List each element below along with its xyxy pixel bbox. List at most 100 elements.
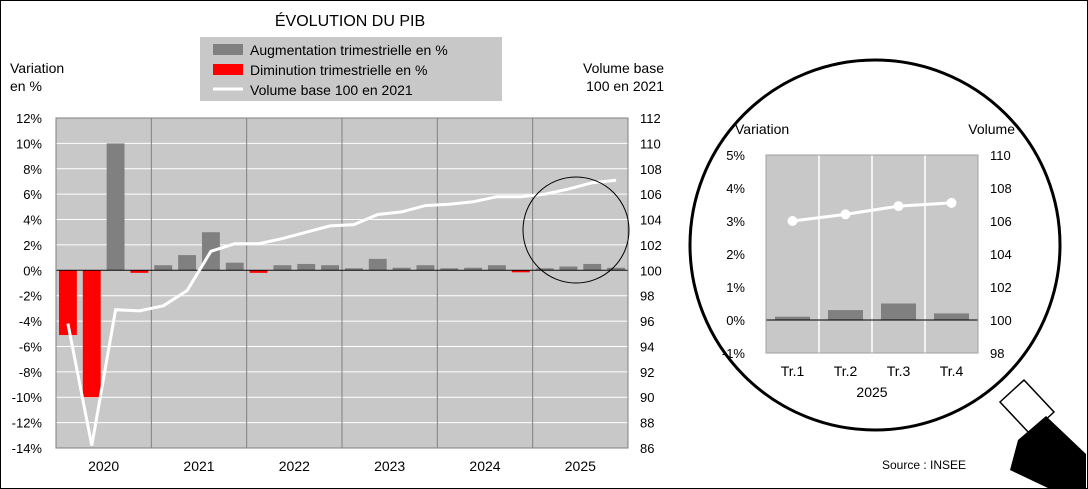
- left-tick-label: 4%: [23, 213, 42, 228]
- left-tick-label: 0%: [23, 263, 42, 278]
- bar-decrease: [511, 270, 530, 273]
- right-tick-label: 108: [640, 162, 662, 177]
- zoom-volume-point: [787, 216, 798, 226]
- left-tick-label: -6%: [19, 339, 43, 354]
- zoom-bars: [775, 303, 969, 320]
- year-label: 2025: [565, 458, 596, 474]
- right-tick-label: 112: [640, 111, 661, 126]
- bar-increase: [321, 265, 340, 271]
- legend-label-increase: Augmentation trimestrielle en %: [250, 42, 448, 58]
- zoom-right-tick-label: 110: [990, 148, 1011, 163]
- legend-label-decrease: Diminution trimestrielle en %: [250, 62, 427, 78]
- zoom-right-tick-label: 98: [990, 346, 1004, 361]
- left-tick-label: -14%: [12, 441, 43, 456]
- bar-increase: [368, 258, 387, 271]
- zoom-volume-point: [946, 197, 957, 208]
- zoom-bar: [934, 313, 969, 320]
- zoom-right-tick-label: 108: [990, 181, 1012, 196]
- right-axis-title-line1: Volume base: [583, 60, 664, 76]
- year-label: 2023: [374, 458, 405, 474]
- zoom-right-tick-label: 102: [990, 280, 1012, 295]
- bar-increase: [440, 268, 459, 271]
- zoom-right-tick-label: 106: [990, 214, 1012, 229]
- zoom-volume-point: [893, 201, 904, 212]
- chart-title: ÉVOLUTION DU PIB: [275, 11, 425, 30]
- zoom-category-labels: Tr.1 Tr.2 Tr.3 Tr.4: [781, 363, 964, 379]
- year-label: 2020: [88, 458, 119, 474]
- bar-increase: [535, 268, 554, 271]
- zoom-right-tick-label: 104: [990, 247, 1012, 262]
- zoom-right-axis-title: Volume: [968, 121, 1015, 137]
- bar-increase: [344, 268, 363, 271]
- zoom-volume-points: [787, 197, 957, 226]
- right-tick-label: 100: [640, 263, 662, 278]
- zoom-category-label: Tr.1: [781, 363, 805, 379]
- zoom-left-axis-title: Variation: [735, 121, 789, 137]
- zoom-left-tick-label: -1%: [722, 346, 746, 361]
- bar-increase: [106, 143, 125, 271]
- plot-border: [55, 117, 629, 449]
- left-tick-label: 8%: [23, 162, 42, 177]
- zoom-category-label: Tr.4: [940, 363, 964, 379]
- right-tick-label: 102: [640, 238, 662, 253]
- highlight-circle: [522, 176, 630, 284]
- legend: Augmentation trimestrielle en % Diminuti…: [200, 37, 502, 101]
- handle-neck: [998, 378, 1056, 436]
- bar-increase: [583, 263, 602, 271]
- zoom-axes: [765, 154, 979, 354]
- volume-line: [66, 178, 617, 446]
- year-label: 2024: [469, 458, 500, 474]
- bar-increase: [225, 262, 244, 271]
- left-axis-title-line1: Variation: [10, 60, 64, 76]
- bar-increase: [297, 263, 316, 271]
- legend-background: [200, 37, 502, 101]
- right-tick-label: 94: [640, 339, 654, 354]
- magnifier-handle: [998, 378, 1086, 489]
- left-tick-label: 2%: [23, 238, 42, 253]
- bar-decrease: [130, 270, 149, 273]
- left-tick-label: 12%: [16, 111, 42, 126]
- right-tick-label: 98: [640, 289, 654, 304]
- zoom-volume-point: [840, 209, 851, 220]
- bar-increase: [464, 267, 483, 271]
- bar-increase: [487, 265, 506, 271]
- bar-increase: [392, 267, 411, 271]
- zoom-left-tick-label: 4%: [726, 181, 745, 196]
- bar-increase: [559, 266, 578, 271]
- left-tick-label: -8%: [19, 365, 43, 380]
- bar-decrease: [58, 270, 77, 336]
- legend-swatch-decrease: [213, 64, 243, 75]
- zoom-category-label: Tr.2: [834, 363, 858, 379]
- right-tick-label: 88: [640, 416, 654, 431]
- right-tick-label: 106: [640, 187, 662, 202]
- zoom-bar: [828, 310, 863, 320]
- year-label: 2021: [183, 458, 214, 474]
- source-note: Source : INSEE: [882, 458, 966, 472]
- right-axis-ticks: 112 110 108 106 104 102 100 98 96 94 92 90 88 86: [640, 111, 662, 456]
- left-tick-label: -12%: [12, 416, 43, 431]
- left-tick-label: -2%: [19, 289, 43, 304]
- legend-label-volume: Volume base 100 en 2021: [250, 82, 413, 98]
- bar-increase: [607, 267, 626, 271]
- right-tick-label: 110: [640, 136, 661, 151]
- right-tick-label: 92: [640, 365, 654, 380]
- left-axis-ticks: 12% 10% 8% 6% 4% 2% 0% -2% -4% -6% -8% -10% -12% -14%: [12, 111, 43, 456]
- zoom-plot-border: [765, 154, 979, 354]
- left-tick-label: -4%: [19, 314, 43, 329]
- zoom-left-axis-ticks: 5% 4% 3% 2% 1% 0% -1%: [722, 148, 746, 361]
- right-tick-label: 86: [640, 441, 654, 456]
- main-axes: [55, 117, 629, 449]
- bar-increase: [273, 265, 292, 271]
- handle-grip: [1010, 416, 1086, 489]
- zoom-volume-line: [792, 201, 952, 223]
- left-tick-label: 10%: [16, 136, 42, 151]
- year-labels: 2020 2021 2022 2023 2024 2025: [88, 458, 596, 474]
- right-tick-label: 90: [640, 390, 654, 405]
- year-label: 2022: [279, 458, 310, 474]
- right-tick-label: 104: [640, 213, 662, 228]
- bar-increase: [154, 265, 173, 271]
- zoom-left-tick-label: 5%: [726, 148, 745, 163]
- legend-swatch-increase: [213, 44, 243, 55]
- zoom-left-tick-label: 2%: [726, 247, 745, 262]
- zoom-bar: [881, 303, 916, 320]
